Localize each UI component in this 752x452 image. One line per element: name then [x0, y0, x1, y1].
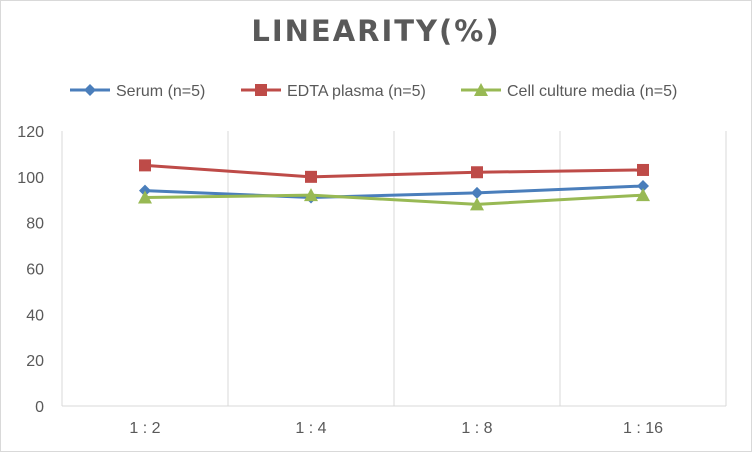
legend-item: Serum (n=5)	[70, 83, 205, 100]
legend-swatch-marker	[255, 84, 267, 96]
data-point-marker	[637, 163, 649, 176]
x-tick-label: 1 : 2	[129, 420, 160, 437]
y-tick-label: 60	[26, 262, 44, 279]
legend-label: EDTA plasma (n=5)	[287, 83, 426, 100]
data-point-marker	[138, 190, 152, 204]
data-point-marker	[305, 170, 317, 183]
y-tick-label: 20	[26, 353, 44, 370]
legend-label: Serum (n=5)	[116, 83, 205, 100]
data-point-marker	[637, 180, 649, 192]
data-point-marker	[470, 197, 484, 211]
series-1	[139, 159, 649, 183]
data-point-marker	[139, 159, 151, 172]
series-line	[144, 163, 644, 179]
legend-swatch-marker	[84, 84, 96, 96]
series-layer	[138, 159, 650, 211]
data-point-marker	[304, 188, 318, 202]
series-line	[144, 193, 644, 206]
y-tick-label: 0	[35, 399, 44, 416]
legend-swatch-marker	[474, 83, 488, 96]
x-tick-label: 1 : 4	[295, 420, 326, 437]
data-point-marker	[636, 188, 650, 202]
y-tick-label: 80	[26, 216, 44, 233]
y-tick-label: 100	[17, 170, 44, 187]
series-2	[138, 188, 650, 211]
y-tick-label: 40	[26, 307, 44, 324]
axis-layer: 0 20 40 60 80 100 120 1 : 2 1 : 4 1 : 8 1 : 16	[17, 124, 726, 437]
x-tick-label: 1 : 8	[461, 420, 492, 437]
data-point-marker	[471, 166, 483, 179]
legend-label: Cell culture media (n=5)	[507, 83, 677, 100]
series-line	[144, 184, 644, 199]
legend-item: Cell culture media (n=5)	[461, 83, 677, 100]
legend-item: EDTA plasma (n=5)	[241, 83, 426, 100]
data-point-marker	[471, 186, 483, 199]
chart-title: LINEARITY(%)	[251, 14, 501, 48]
legend: Serum (n=5) EDTA plasma (n=5) Cell culture…	[70, 83, 677, 100]
y-tick-label: 120	[17, 124, 44, 141]
grid-layer	[61, 131, 727, 406]
x-tick-label: 1 : 16	[623, 420, 663, 437]
